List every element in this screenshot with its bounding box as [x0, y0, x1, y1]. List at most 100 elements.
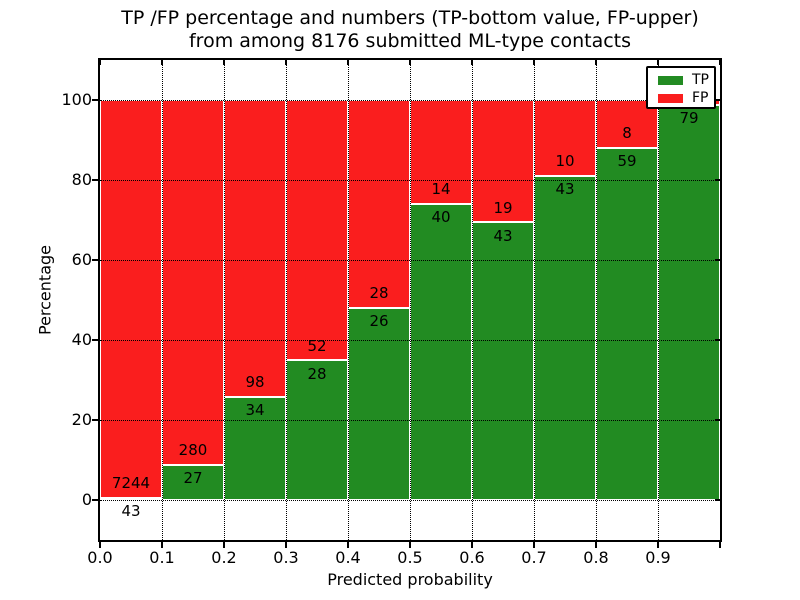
x-axis-label: Predicted probability [327, 570, 493, 589]
x-tick-mark [595, 542, 597, 548]
x-tick-mark-top [99, 60, 101, 65]
bar-tp-count-label: 28 [307, 364, 327, 383]
x-tick-mark [533, 542, 535, 548]
bar-fp-count-label: 10 [555, 152, 575, 171]
bar-fp-segment [534, 100, 596, 176]
bar-tp-count-label: 43 [493, 226, 513, 245]
x-gridline [658, 60, 659, 540]
x-tick-mark [719, 542, 721, 548]
x-tick-label: 0.6 [459, 548, 485, 567]
x-tick-mark-top [533, 60, 535, 65]
x-gridline [224, 60, 225, 540]
bar-fp-segment [162, 100, 224, 465]
y-tick-mark-right [715, 179, 720, 181]
y-tick-mark-right [715, 339, 720, 341]
y-tick-mark [92, 259, 98, 261]
y-tick-mark-right [715, 419, 720, 421]
x-tick-mark [285, 542, 287, 548]
x-tick-label: 0.4 [335, 548, 361, 567]
x-tick-mark-top [223, 60, 225, 65]
bar-fp-count-label: 280 [178, 441, 208, 460]
y-gridline [100, 180, 720, 181]
x-tick-mark-top [347, 60, 349, 65]
x-tick-mark [99, 542, 101, 548]
y-tick-mark [92, 179, 98, 181]
legend-label-tp: TP [692, 72, 709, 88]
x-gridline [162, 60, 163, 540]
x-tick-mark-top [595, 60, 597, 65]
x-tick-mark-top [285, 60, 287, 65]
bar-fp-segment [100, 100, 162, 498]
x-tick-mark-top [409, 60, 411, 65]
bar-tp-segment [348, 307, 410, 500]
bar-tp-segment [534, 175, 596, 500]
bar-tp-count-label: 27 [183, 469, 203, 488]
bar-tp-segment [162, 464, 224, 500]
bar-tp-segment [286, 360, 348, 500]
y-tick-mark-right [715, 259, 720, 261]
bar-tp-segment [410, 203, 472, 500]
x-gridline [596, 60, 597, 540]
y-gridline [100, 500, 720, 501]
y-tick-mark [92, 419, 98, 421]
x-gridline [534, 60, 535, 540]
bar-tp-segment [472, 222, 534, 500]
y-tick-label: 40 [71, 330, 92, 349]
x-tick-label: 0.5 [397, 548, 423, 567]
x-tick-mark-top [657, 60, 659, 65]
y-tick-mark [92, 99, 98, 101]
bar-fp-count-label: 14 [431, 180, 451, 199]
y-tick-mark [92, 499, 98, 501]
x-tick-mark [471, 542, 473, 548]
x-tick-mark-top [719, 60, 721, 65]
y-gridline [100, 420, 720, 421]
bar-fp-segment [286, 100, 348, 360]
x-gridline [472, 60, 473, 540]
y-gridline [100, 260, 720, 261]
bar-tp-count-label: 79 [679, 109, 699, 128]
bar-fp-count-label: 52 [307, 336, 327, 355]
x-tick-label: 0.3 [273, 548, 299, 567]
x-tick-label: 0.0 [87, 548, 113, 567]
x-tick-mark [657, 542, 659, 548]
bar-tp-segment [658, 104, 720, 500]
bar-fp-segment [348, 100, 410, 308]
chart-title-line2: from among 8176 submitted ML-type contac… [188, 30, 632, 52]
bar-fp-count-label: 98 [245, 373, 265, 392]
bar-tp-segment [100, 497, 162, 500]
x-tick-label: 0.2 [211, 548, 237, 567]
x-tick-mark-top [471, 60, 473, 65]
x-tick-mark [409, 542, 411, 548]
bar-fp-count-label: 19 [493, 198, 513, 217]
y-tick-label: 100 [61, 90, 92, 109]
legend-label-fp: FP [692, 90, 709, 106]
x-tick-label: 0.7 [521, 548, 547, 567]
x-gridline [286, 60, 287, 540]
chart-title: TP /FP percentage and numbers (TP-bottom… [100, 7, 720, 53]
bar-fp-count-label: 28 [369, 284, 389, 303]
x-tick-label: 0.1 [149, 548, 175, 567]
x-tick-mark [161, 542, 163, 548]
y-tick-label: 80 [71, 170, 92, 189]
legend-row-tp: TP [648, 72, 714, 89]
bar-fp-count-label: 8 [622, 124, 632, 143]
tp-color-swatch-icon [658, 76, 683, 85]
legend: TP FP [646, 66, 716, 109]
plot-area: 7244 43 280 27 98 34 52 28 28 26 14 40 19 43 10 43 8 59 79 [92, 60, 721, 548]
y-tick-mark-right [715, 99, 720, 101]
bar-fp-count-label: 7244 [111, 474, 151, 493]
x-tick-mark [347, 542, 349, 548]
bar-tp-segment [596, 147, 658, 500]
legend-row-fp: FP [648, 90, 714, 107]
y-tick-label: 20 [71, 410, 92, 429]
bar-tp-count-label: 43 [555, 180, 575, 199]
fp-color-swatch-icon [658, 94, 683, 103]
bar-tp-count-label: 26 [369, 312, 389, 331]
chart-title-line1: TP /FP percentage and numbers (TP-bottom… [121, 7, 699, 29]
x-gridline [348, 60, 349, 540]
x-tick-label: 0.8 [583, 548, 609, 567]
y-tick-mark [92, 339, 98, 341]
bar-tp-count-label: 59 [617, 152, 637, 171]
bar-tp-count-label: 40 [431, 208, 451, 227]
